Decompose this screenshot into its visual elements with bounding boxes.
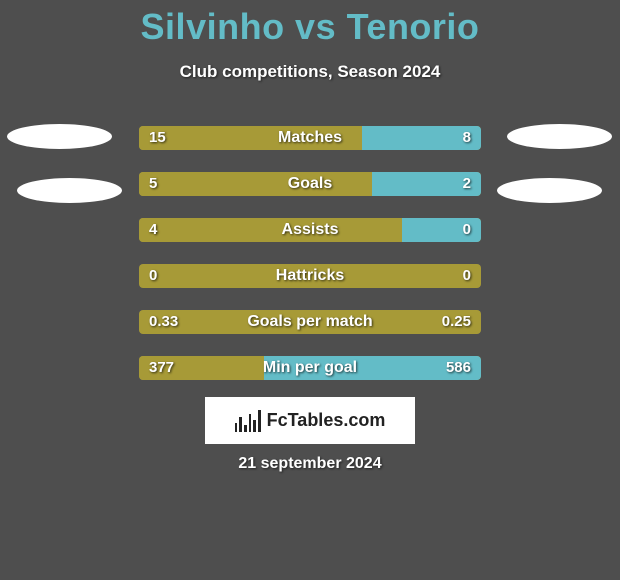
stat-value-left: 5 [149,172,157,196]
chart-icon [235,410,261,432]
stat-label: Goals [288,172,332,196]
stat-value-left: 0 [149,264,157,288]
player-left-marker-2 [17,178,122,203]
stat-value-right: 8 [463,126,471,150]
date-text: 21 september 2024 [0,455,620,473]
stat-value-right: 0 [463,218,471,242]
stat-value-right: 0.25 [442,310,471,334]
stat-value-left: 4 [149,218,157,242]
stat-row: 5 Goals 2 [139,172,481,196]
stat-value-left: 0.33 [149,310,178,334]
stat-value-right: 0 [463,264,471,288]
site-logo: FcTables.com [205,397,415,444]
stat-row: 4 Assists 0 [139,218,481,242]
stat-row: 377 Min per goal 586 [139,356,481,380]
stat-label: Min per goal [263,356,357,380]
subtitle: Club competitions, Season 2024 [0,62,620,82]
player-right-marker-2 [497,178,602,203]
stat-row: 0 Hattricks 0 [139,264,481,288]
stat-label: Goals per match [247,310,372,334]
stat-label: Matches [278,126,342,150]
logo-text: FcTables.com [267,410,386,431]
stat-bar-left [139,172,372,196]
player-right-marker-1 [507,124,612,149]
player-left-marker-1 [7,124,112,149]
stat-value-left: 377 [149,356,174,380]
stat-value-right: 586 [446,356,471,380]
stat-label: Assists [282,218,339,242]
stat-bars: 15 Matches 8 5 Goals 2 4 Assists 0 0 Hat… [139,126,481,402]
stat-row: 0.33 Goals per match 0.25 [139,310,481,334]
stat-value-left: 15 [149,126,166,150]
stat-row: 15 Matches 8 [139,126,481,150]
stat-bar-left [139,218,402,242]
stat-value-right: 2 [463,172,471,196]
page-title: Silvinho vs Tenorio [0,0,620,48]
stat-label: Hattricks [276,264,344,288]
